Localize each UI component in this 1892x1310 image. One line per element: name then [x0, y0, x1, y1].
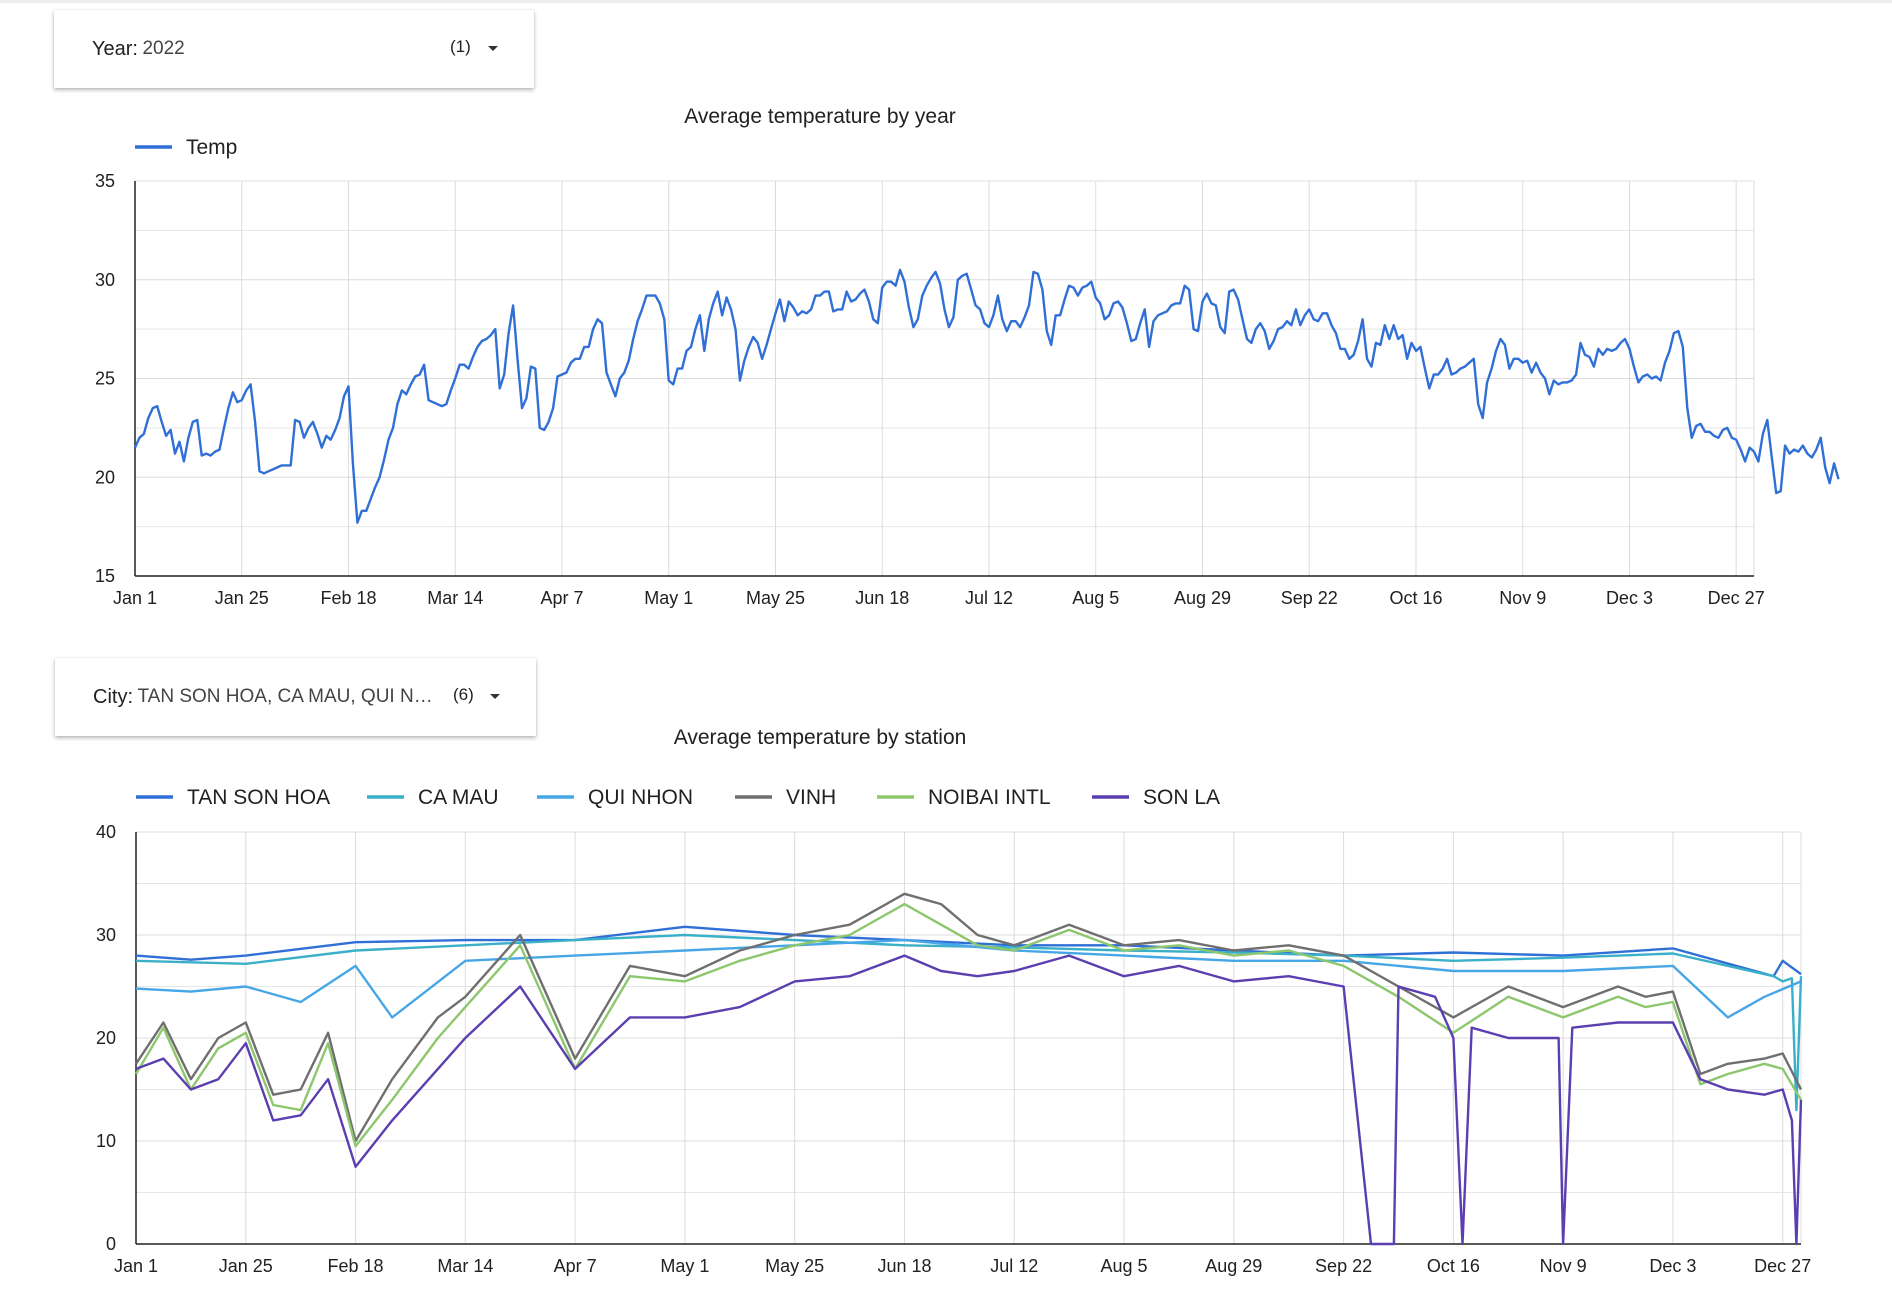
temperature-by-year-chart: Average temperature by year 15 20 25 30 35 Ja…: [95, 105, 1840, 608]
x-tick-label: Oct 16: [1389, 588, 1442, 608]
legend-item-qui-nhon[interactable]: QUI NHON: [537, 786, 693, 809]
x-tick-label: Mar 14: [437, 1256, 493, 1276]
chart-legend[interactable]: TAN SON HOA CA MAU QUI NHON VINH NOIBAI INTL…: [136, 786, 1220, 809]
x-tick-label: Jan 25: [215, 588, 269, 608]
year-filter-label: Year: [92, 37, 133, 60]
city-filter-count: (6): [453, 685, 474, 704]
chart-axes: 15 20 25 30 35 Jan 1 Jan 25 Feb 18 Mar 14 Apr 7 Ma…: [95, 171, 1765, 608]
series-line-son-la: [135, 954, 1803, 1246]
year-filter-value: 2022: [142, 38, 185, 59]
y-tick-label: 10: [96, 1131, 116, 1151]
x-tick-label: Sep 22: [1281, 588, 1338, 608]
x-tick-label: May 25: [746, 588, 805, 608]
x-tick-label: Aug 29: [1205, 1256, 1262, 1276]
x-tick-label: Aug 5: [1072, 588, 1119, 608]
legend-item-temp[interactable]: Temp: [135, 136, 237, 159]
chart-plot-area: [133, 268, 1840, 524]
x-tick-label: Oct 16: [1427, 1256, 1480, 1276]
legend-item-vinh[interactable]: VINH: [735, 786, 836, 809]
chart-legend[interactable]: Temp: [135, 136, 237, 159]
label-separator: :: [127, 685, 134, 708]
x-tick-label: Jan 1: [113, 588, 157, 608]
chart-title: Average temperature by year: [684, 105, 956, 128]
legend-label: VINH: [786, 786, 836, 809]
legend-label: TAN SON HOA: [187, 786, 330, 809]
x-tick-label: Sep 22: [1315, 1256, 1372, 1276]
city-filter-label: City: [93, 685, 128, 708]
x-tick-label: Dec 27: [1708, 588, 1765, 608]
series-line-temp: [133, 268, 1840, 524]
y-tick-label: 0: [106, 1234, 116, 1254]
series-line-tan-son-hoa: [135, 925, 1802, 978]
x-tick-label: Nov 9: [1499, 588, 1546, 608]
year-filter-count: (1): [450, 37, 471, 56]
chevron-down-icon[interactable]: [488, 46, 498, 51]
legend-label: NOIBAI INTL: [928, 786, 1051, 809]
x-tick-label: Apr 7: [540, 588, 583, 608]
legend-item-tan-son-hoa[interactable]: TAN SON HOA: [136, 786, 330, 809]
chart-plot-area: [134, 892, 1803, 1246]
x-tick-label: Jun 18: [855, 588, 909, 608]
y-tick-label: 20: [96, 1028, 116, 1048]
legend-label: QUI NHON: [588, 786, 693, 809]
x-tick-label: Apr 7: [554, 1256, 597, 1276]
legend-label: SON LA: [1143, 786, 1220, 809]
chart-grid: [135, 180, 1755, 576]
x-tick-label: Feb 18: [328, 1256, 384, 1276]
legend-label: CA MAU: [418, 786, 499, 809]
series-line-qui-nhon: [135, 938, 1802, 1019]
x-tick-label: Dec 27: [1754, 1256, 1811, 1276]
city-filter-dropdown[interactable]: City: TAN SON HOA, CA MAU, QUI N… (6): [55, 658, 536, 736]
x-tick-label: Aug 29: [1174, 588, 1231, 608]
chart-axes: 0 10 20 30 40 Jan 1 Jan 25 Feb 18 Mar 14 Apr 7 May…: [96, 822, 1811, 1276]
x-tick-label: May 1: [660, 1256, 709, 1276]
year-filter-dropdown[interactable]: Year: 2022 (1): [54, 10, 534, 88]
y-tick-label: 30: [95, 270, 115, 290]
x-tick-label: Jan 25: [219, 1256, 273, 1276]
y-tick-label: 25: [95, 369, 115, 389]
chart-title: Average temperature by station: [674, 726, 967, 749]
x-tick-label: Dec 3: [1649, 1256, 1696, 1276]
x-tick-label: May 25: [765, 1256, 824, 1276]
label-separator: :: [132, 37, 138, 60]
chart-grid: [136, 831, 1802, 1244]
x-tick-label: Jun 18: [877, 1256, 931, 1276]
x-tick-label: Jul 12: [990, 1256, 1038, 1276]
y-tick-label: 20: [95, 467, 115, 487]
legend-item-son-la[interactable]: SON LA: [1092, 786, 1220, 809]
x-tick-label: May 1: [644, 588, 693, 608]
x-tick-label: Jan 1: [114, 1256, 158, 1276]
y-tick-label: 35: [95, 171, 115, 191]
chevron-down-icon[interactable]: [490, 694, 500, 699]
x-tick-label: Dec 3: [1606, 588, 1653, 608]
y-tick-label: 15: [95, 566, 115, 586]
x-tick-label: Feb 18: [320, 588, 376, 608]
series-line-ca-mau: [135, 933, 1803, 1112]
legend-label: Temp: [186, 136, 237, 159]
y-tick-label: 40: [96, 822, 116, 842]
legend-item-ca-mau[interactable]: CA MAU: [367, 786, 499, 809]
x-tick-label: Mar 14: [427, 588, 483, 608]
series-line-vinh: [135, 892, 1803, 1143]
y-tick-label: 30: [96, 925, 116, 945]
x-tick-label: Aug 5: [1100, 1256, 1147, 1276]
series-line-noibai-intl: [134, 902, 1803, 1148]
city-filter-value: TAN SON HOA, CA MAU, QUI N…: [137, 686, 433, 707]
x-tick-label: Nov 9: [1540, 1256, 1587, 1276]
top-border: [0, 0, 1892, 3]
x-tick-label: Jul 12: [965, 588, 1013, 608]
legend-item-noibai-intl[interactable]: NOIBAI INTL: [877, 786, 1051, 809]
